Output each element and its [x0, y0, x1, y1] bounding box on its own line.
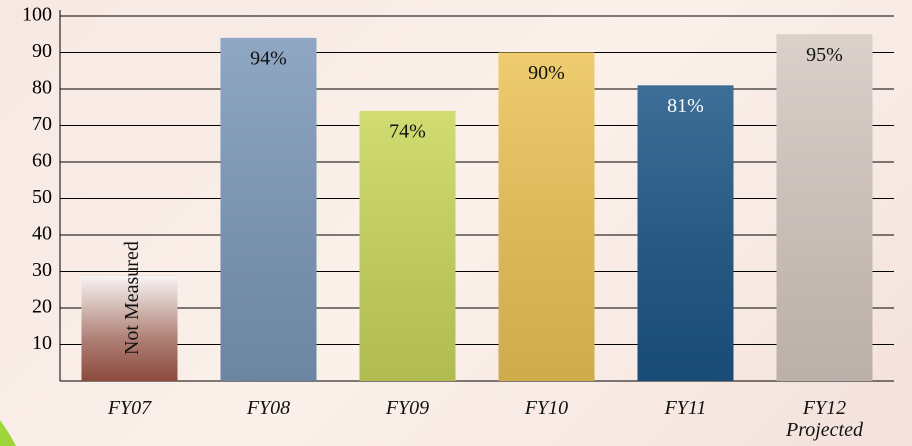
bar-shade	[776, 34, 873, 381]
value-label: 90%	[528, 62, 565, 84]
swoosh	[0, 420, 16, 446]
x-tick-label: FY12 Projected	[785, 397, 863, 441]
y-tick-label: 70	[32, 113, 52, 135]
bar-shade	[359, 110, 456, 382]
y-tick-label: 60	[32, 150, 52, 172]
value-label: 94%	[250, 47, 287, 69]
y-tick-label: 20	[32, 296, 52, 318]
y-tick-label: 30	[32, 259, 52, 281]
y-tick-label: 90	[32, 40, 52, 62]
value-label: Not Measured	[121, 241, 143, 355]
y-tick-label: 50	[32, 186, 52, 208]
x-tick-label: FY10	[524, 397, 569, 419]
x-tick-label: FY09	[385, 397, 430, 419]
y-tick-label: 10	[32, 332, 52, 354]
x-tick-label: FY08	[246, 397, 291, 419]
value-label: 74%	[389, 120, 426, 142]
value-label: 81%	[667, 95, 704, 117]
value-label: 95%	[806, 44, 843, 66]
x-tick-label: FY07	[107, 397, 152, 419]
x-tick-label: FY11	[664, 397, 707, 419]
y-tick-label: 40	[32, 223, 52, 245]
bar-shade	[637, 85, 734, 381]
bar-shade	[498, 52, 595, 381]
bar-shade	[81, 275, 178, 381]
bar-shade	[220, 37, 317, 382]
y-tick-label: 100	[22, 4, 52, 26]
y-tick-label: 80	[32, 77, 52, 99]
